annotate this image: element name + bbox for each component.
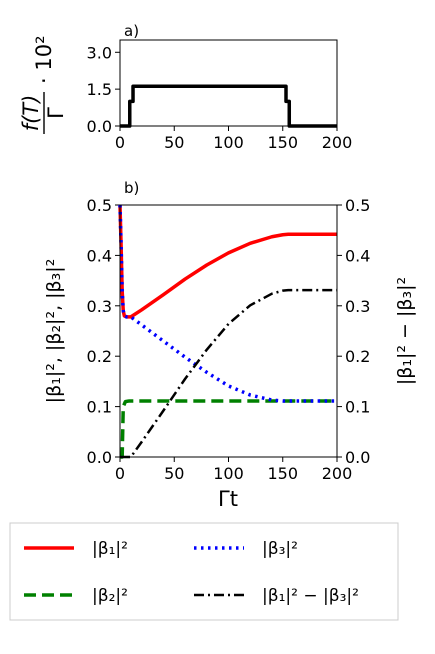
- y-tick-label: 0.4: [87, 246, 112, 265]
- panel-a-ylabel-den: Γ: [44, 107, 68, 119]
- series-line-2: [120, 399, 337, 459]
- legend-frame: [9, 522, 399, 621]
- legend-label-beta1: |β₁|²: [92, 539, 128, 559]
- series-line-1: [118, 204, 337, 319]
- x-tick-label: 150: [267, 464, 298, 483]
- x-tick-label: 100: [213, 464, 244, 483]
- y-right-tick-label: 0.5: [345, 196, 370, 215]
- y-right-tick-label: 0.3: [345, 297, 370, 316]
- legend-entry-beta1: |β₁|²: [24, 539, 128, 559]
- legend-entry-beta2: |β₂|²: [24, 586, 128, 606]
- legend-entry-diff: |β₁|² − |β₃|²: [194, 586, 359, 606]
- y-tick-label: 0.2: [87, 347, 112, 366]
- y-tick-label: 0.1: [87, 398, 112, 417]
- x-tick-label: 0: [115, 464, 125, 483]
- y-right-tick-label: 0.0: [345, 448, 370, 467]
- series-line-1: [120, 84, 337, 128]
- y-tick-label: 3.0: [87, 43, 112, 62]
- y-tick-label: 0.5: [87, 196, 112, 215]
- panel-b-ylabel-left: |β₁|², |β₂|², |β₃|²: [43, 259, 65, 404]
- x-tick-label: 200: [322, 464, 353, 483]
- x-tick-label: 100: [213, 133, 244, 152]
- x-tick-label: 50: [164, 464, 184, 483]
- panel-a-ylabel: f(T) Γ · 10²: [19, 36, 68, 134]
- panel-a-label: a): [124, 22, 139, 40]
- legend-label-beta2: |β₂|²: [92, 586, 128, 606]
- y-right-tick-label: 0.4: [345, 246, 370, 265]
- x-tick-label: 200: [322, 133, 353, 152]
- y-right-tick-label: 0.1: [345, 398, 370, 417]
- panel-b-xlabel: Γt: [218, 487, 238, 511]
- y-tick-label: 0.0: [87, 117, 112, 136]
- panel-a-ylabel-factor: · 10²: [32, 36, 56, 85]
- x-tick-label: 50: [164, 133, 184, 152]
- series-line-4: [120, 288, 337, 459]
- panel-b-label: b): [124, 179, 139, 197]
- series-line-3: [118, 204, 337, 403]
- legend-label-diff: |β₁|² − |β₃|²: [262, 586, 359, 606]
- x-tick-label: 0: [115, 133, 125, 152]
- legend-label-beta3: |β₃|²: [262, 539, 298, 559]
- panel-a-ylabel-num: f(T): [19, 95, 43, 132]
- panel-a-frame: [119, 39, 338, 127]
- legend: |β₁|² |β₃|² |β₂|² |β₁|² − |β₃|²: [9, 522, 399, 621]
- x-tick-label: 150: [267, 133, 298, 152]
- y-tick-label: 1.5: [87, 80, 112, 99]
- y-tick-label: 0.3: [87, 297, 112, 316]
- panel-a: a) 0 50 100 150 200 0.0 1.5 3.0 f(T) Γ · 10²: [19, 22, 352, 152]
- panel-b-ylabel-right: |β₁|² − |β₃|²: [394, 277, 416, 385]
- panel-b-frame: [119, 204, 338, 458]
- y-right-tick-label: 0.2: [345, 347, 370, 366]
- legend-entry-beta3: |β₃|²: [194, 539, 298, 559]
- y-tick-label: 0.0: [87, 448, 112, 467]
